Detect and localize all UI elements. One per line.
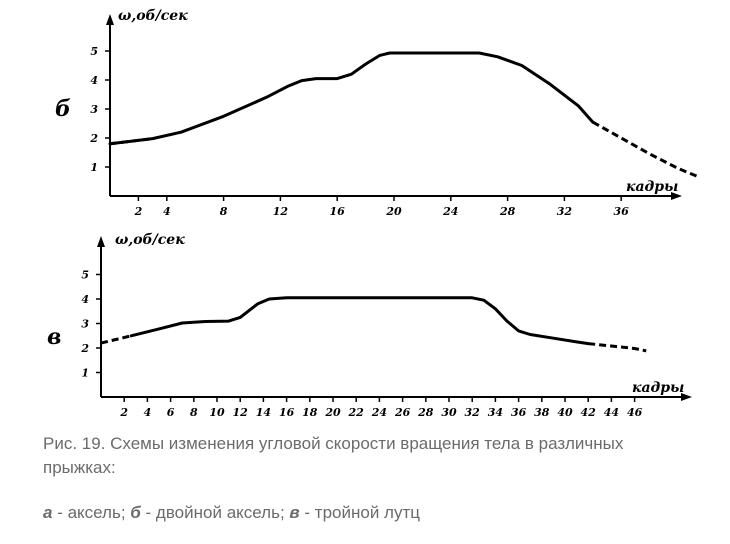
legend-text-a: - аксель; [52, 503, 131, 522]
chart-2-x-tick-label: 38 [534, 406, 550, 419]
chart-2-series-line-dashed [100, 334, 132, 345]
chart-1-y-tick-label: 3 [90, 103, 98, 116]
chart-1-y-tick-label: 5 [90, 45, 98, 58]
chart-2-x-tick-label: 28 [417, 406, 434, 419]
chart-2-y-tick-label: 2 [80, 342, 89, 355]
chart-2-x-axis-arrow [681, 393, 692, 401]
chart-2-x-tick-label: 30 [441, 406, 457, 419]
chart-1-x-tick-label: 8 [220, 205, 228, 218]
chart-2-x-tick-label: 4 [144, 406, 152, 419]
chart-2-series-line [129, 296, 590, 346]
chart-1-x-tick-label: 36 [614, 205, 630, 218]
figure-legend: а - аксель; б - двойной аксель; в - трой… [43, 503, 703, 523]
chart-2-x-tick-label: 20 [324, 406, 341, 419]
chart-1-panel-label: б [55, 96, 71, 122]
chart-2-y-axis-label: ω,об/сек [115, 232, 185, 248]
chart-2-panel-label: в [47, 324, 61, 350]
chart-1-x-tick-label: 16 [330, 205, 346, 218]
chart-2-x-tick-label: 40 [557, 406, 573, 419]
chart-2-x-tick-label: 22 [348, 406, 365, 419]
chart-2-y-tick-label: 4 [81, 293, 89, 306]
chart-2-x-tick-label: 36 [511, 406, 527, 419]
chart-1-y-tick-label: 2 [89, 132, 98, 145]
chart-1-x-axis-label: кадры [626, 179, 678, 195]
chart-1-x-tick-label: 28 [499, 205, 516, 218]
chart-2-x-tick-label: 14 [256, 406, 271, 419]
chart-2-x-axis-label: кадры [632, 380, 684, 396]
chart-1-x-tick-label: 2 [134, 205, 143, 218]
chart-2-x-tick-label: 34 [488, 406, 503, 419]
legend-key-a: а [43, 503, 53, 522]
chart-1-y-axis-label: ω,об/сек [118, 8, 188, 24]
chart-1-x-tick-label: 12 [273, 205, 289, 218]
chart-2-x-tick-label: 26 [394, 406, 411, 419]
chart-2-y-tick-label: 3 [81, 318, 89, 331]
chart-2-x-tick-label: 12 [233, 406, 249, 419]
chart-2-y-axis-arrow [97, 236, 105, 247]
chart-1-series-line-dashed [592, 120, 700, 179]
chart-1-series-line-dashed [109, 137, 153, 146]
chart-2-x-tick-label: 46 [627, 406, 643, 419]
chart-2-x-tick-label: 2 [119, 406, 128, 419]
chart-2-x-tick-label: 42 [581, 406, 597, 419]
legend-text-c: - тройной лутц [299, 503, 420, 522]
chart-1-series-line [108, 51, 595, 146]
chart-2-x-tick-label: 6 [167, 406, 175, 419]
chart-2-x-tick-label: 44 [604, 406, 619, 419]
chart-2-x-tick-label: 32 [465, 406, 481, 419]
chart-2-x-tick-label: 16 [279, 406, 295, 419]
chart-2-x-tick-label: 10 [209, 406, 225, 419]
chart-2-x-tick-label: 18 [302, 406, 318, 419]
chart-2-y-tick-label: 5 [81, 269, 89, 282]
chart-2-y-tick-label: 1 [81, 367, 89, 380]
chart-1-y-tick-label: 1 [90, 161, 98, 174]
chart-1-x-tick-label: 20 [385, 205, 402, 218]
chart-1-x-tick-label: 32 [557, 205, 573, 218]
chart-1-y-axis-arrow [106, 14, 114, 25]
chart-1-x-tick-label: 4 [163, 205, 171, 218]
figure-caption: Рис. 19. Схемы изменения угловой скорост… [43, 434, 624, 477]
chart-1-x-tick-label: 24 [442, 205, 458, 218]
chart-2-x-tick-label: 8 [190, 406, 198, 419]
chart-2-series-line-dashed [588, 342, 647, 353]
chart-2-x-tick-label: 24 [371, 406, 387, 419]
legend-text-b: - двойной аксель; [140, 503, 290, 522]
chart-1-x-axis-arrow [671, 192, 682, 200]
chart-1-y-tick-label: 4 [90, 74, 98, 87]
legend-key-c: в [289, 503, 300, 522]
legend-key-b: б [130, 503, 141, 522]
